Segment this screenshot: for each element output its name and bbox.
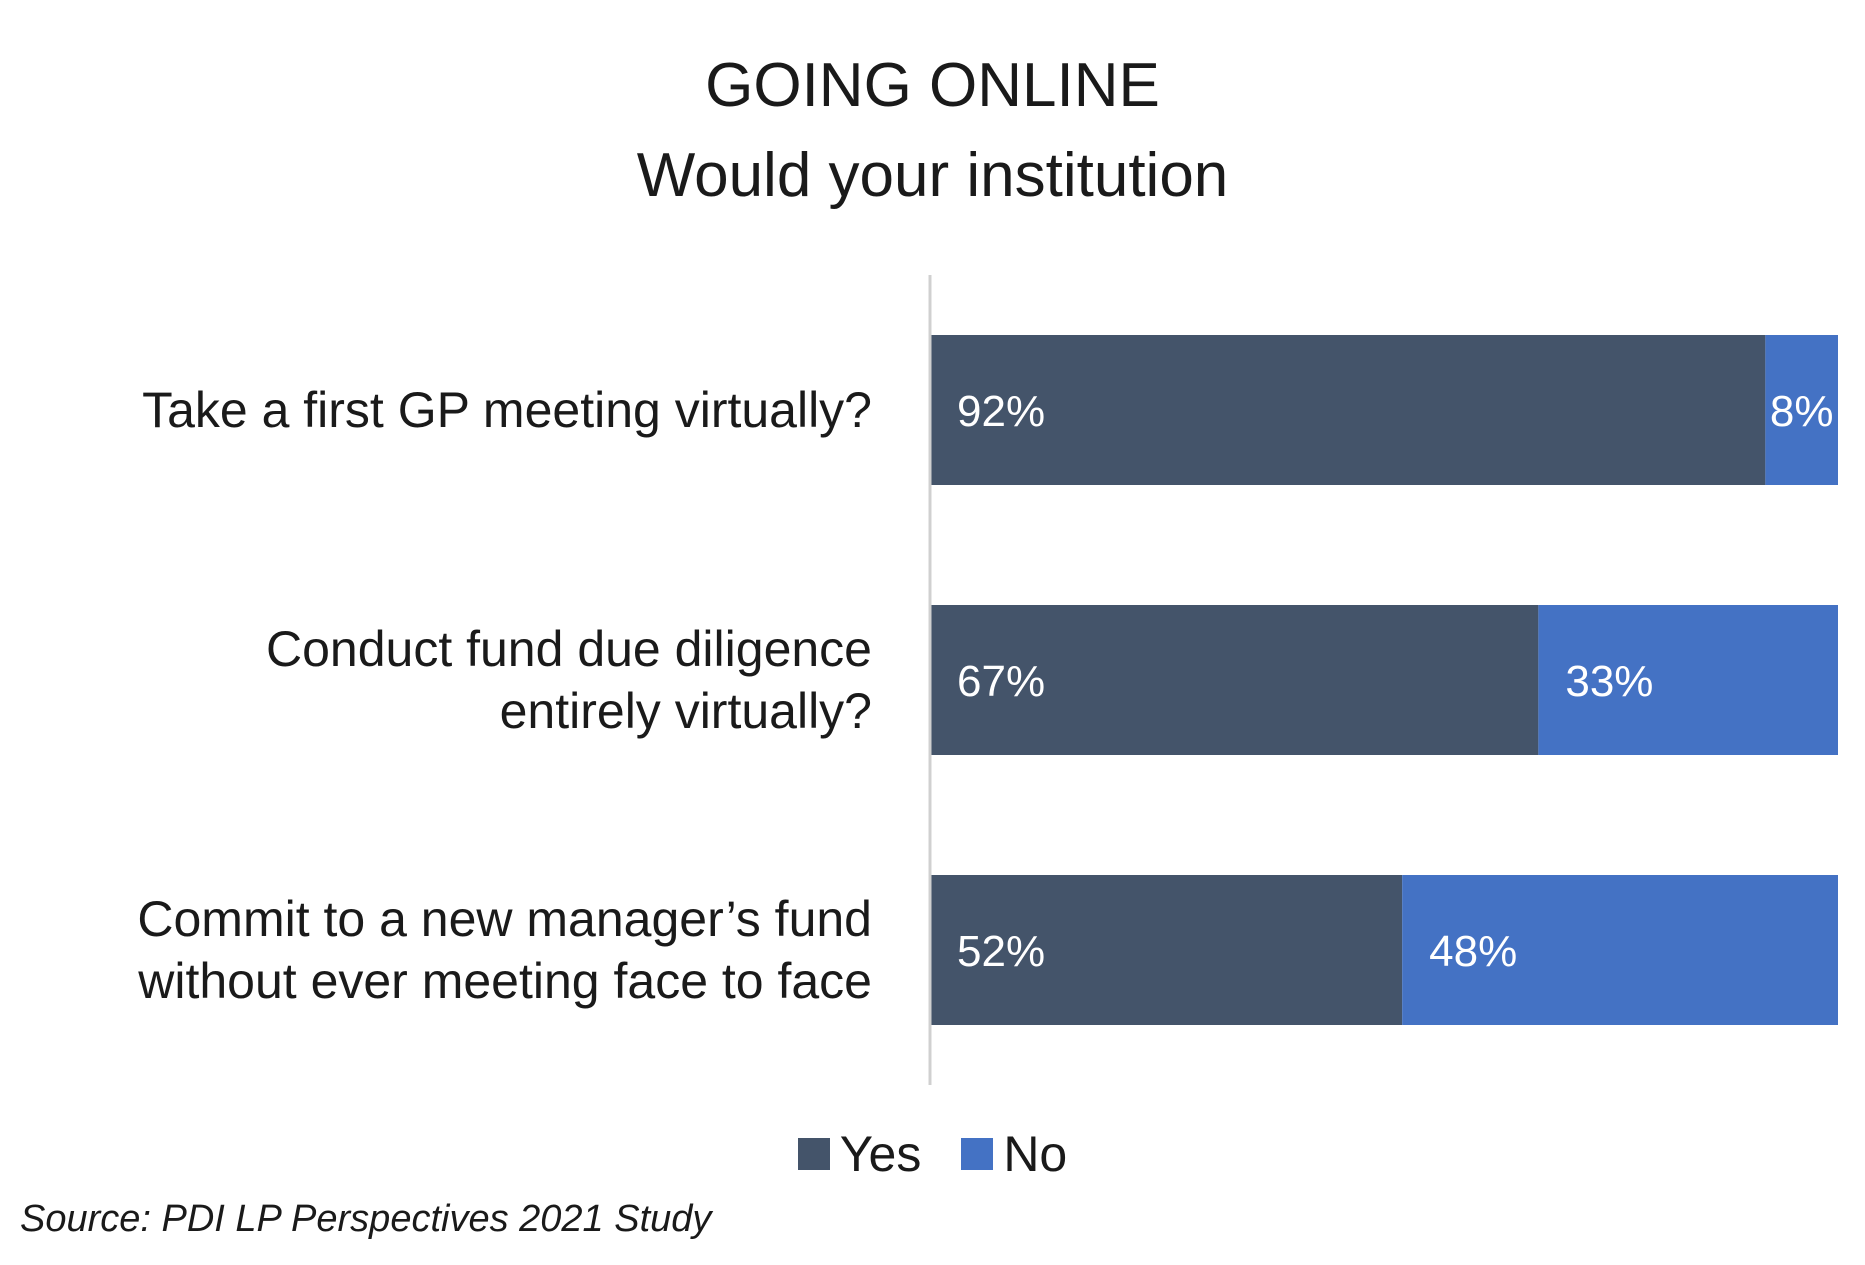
data-label-no: 33% — [1565, 657, 1653, 706]
chart-title: GOING ONLINE — [705, 51, 1160, 120]
category-label: Take a first GP meeting virtually? — [142, 382, 872, 438]
bar-no — [1402, 875, 1838, 1025]
legend-swatch-no — [961, 1138, 994, 1170]
source-note: Source: PDI LP Perspectives 2021 Study — [20, 1198, 712, 1240]
data-label-no: 8% — [1770, 387, 1834, 436]
data-label-no: 48% — [1429, 927, 1517, 976]
bar-chart: Take a first GP meeting virtually? 92% 8% C… — [137, 275, 1838, 1085]
labels-layer: Take a first GP meeting virtually? 92% 8% C… — [137, 382, 1833, 1009]
legend: Yes No — [0, 1125, 1865, 1183]
bars-layer — [930, 335, 1838, 1025]
category-label-line: Commit to a new manager’s fund — [137, 891, 872, 947]
bar-yes — [930, 335, 1766, 485]
bar-no — [1538, 605, 1838, 755]
bar-yes — [930, 605, 1539, 755]
legend-swatch-yes — [797, 1138, 830, 1170]
category-label-line: entirely virtually? — [500, 683, 872, 739]
data-label-yes: 52% — [957, 927, 1045, 976]
data-label-yes: 67% — [957, 657, 1045, 706]
chart-subtitle: Would your institution — [636, 141, 1229, 210]
bar-no — [1765, 335, 1838, 485]
legend-label-no: No — [1003, 1126, 1068, 1182]
category-label-line: without ever meeting face to face — [137, 953, 872, 1009]
category-label-line: Take a first GP meeting virtually? — [142, 382, 872, 438]
category-label: Commit to a new manager’s fund without ev… — [137, 891, 872, 1009]
legend-item-yes: Yes — [797, 1125, 922, 1183]
category-label: Conduct fund due diligence entirely virtu… — [266, 621, 872, 739]
legend-item-no: No — [961, 1125, 1067, 1183]
legend-label-yes: Yes — [839, 1126, 922, 1182]
data-label-yes: 92% — [957, 387, 1045, 436]
bar-yes — [930, 875, 1403, 1025]
category-label-line: Conduct fund due diligence — [266, 621, 872, 677]
